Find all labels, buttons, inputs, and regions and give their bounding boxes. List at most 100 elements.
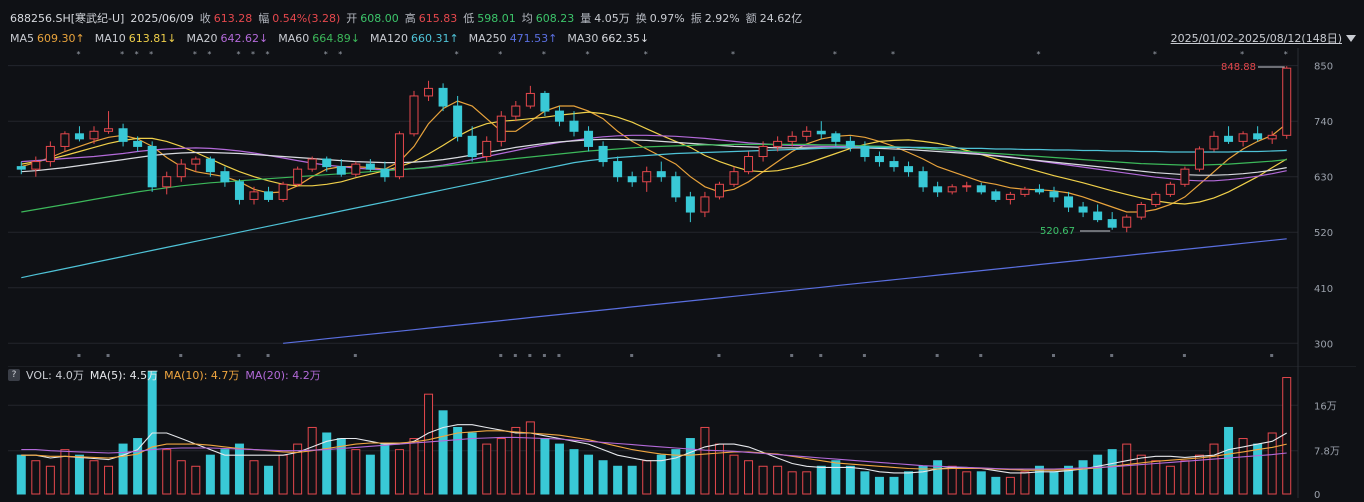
- volume-bar: [511, 426, 521, 495]
- ma250-name: MA250: [468, 31, 507, 45]
- volume-bar: [729, 454, 739, 495]
- candle-body: [758, 145, 768, 158]
- volume-bar: [1209, 443, 1219, 495]
- price-tick-label: 850: [1314, 62, 1333, 73]
- event-marker: [77, 354, 81, 357]
- event-star-icon: *: [338, 50, 342, 59]
- volume-bar: [947, 465, 957, 495]
- volume-bar: [1180, 460, 1190, 495]
- change-value: 0.54%(3.28): [272, 11, 341, 25]
- candle-body: [1224, 135, 1234, 142]
- volume-bar: [307, 426, 317, 495]
- help-icon[interactable]: ?: [8, 369, 20, 381]
- volume-bar: [1122, 443, 1132, 495]
- price-chart[interactable]: * * * * * * * * * * * * * * * * * * * * * * * 850 740 630 520 410 3…: [8, 48, 1356, 366]
- candle-body: [685, 196, 695, 213]
- event-marker: [1052, 354, 1055, 357]
- candle-body: [60, 133, 70, 147]
- ma60-name: MA60: [278, 31, 310, 45]
- candle-body: [394, 133, 404, 178]
- candle-body: [278, 183, 288, 200]
- price-chart-svg[interactable]: * * * * * * * * * * * * * * * * * * * * * * * 850 740 630 520 410 3…: [8, 48, 1356, 366]
- event-star-icon: *: [135, 50, 139, 59]
- candle-body: [816, 130, 826, 135]
- quote-info-bar: 688256.SH[寒武纪-U] 2025/06/09 收 613.28 幅 0.5…: [10, 10, 802, 26]
- volume-tick-label: 7.8万: [1314, 447, 1340, 458]
- candle-body: [656, 171, 666, 178]
- price-tick-label: 410: [1314, 284, 1333, 295]
- candle-body: [380, 168, 390, 178]
- volume-bar: [627, 465, 637, 495]
- candle-body: [991, 191, 1001, 200]
- volume-tick-label: 16万: [1314, 401, 1337, 412]
- volume-tick-label: 0: [1314, 490, 1320, 498]
- candle-body: [933, 186, 943, 193]
- volume-chart-svg[interactable]: 16万 7.8万 0: [8, 365, 1356, 501]
- volume-bar: [351, 449, 361, 495]
- candle-body: [234, 181, 244, 200]
- volume-bar: [467, 432, 477, 495]
- price-tick-label: 520: [1314, 228, 1333, 239]
- volume-bar: [1151, 460, 1161, 495]
- volume-bar: [1253, 443, 1263, 495]
- amount-value: 24.62亿: [759, 12, 803, 25]
- volume-bar: [278, 454, 288, 495]
- candle-body: [74, 133, 84, 140]
- volume-legend: ? VOL: 4.0万 MA(5): 4.5万 MA(10): 4.7万 MA(…: [8, 368, 321, 382]
- event-marker: [528, 354, 532, 357]
- date-range-selector[interactable]: 2025/01/02-2025/08/12(148日): [1171, 30, 1356, 46]
- event-star-icon: *: [498, 50, 502, 59]
- stock-code: 688256.SH[寒武纪-U]: [10, 12, 125, 25]
- dropdown-arrow-icon[interactable]: [1346, 34, 1356, 42]
- volume-bar: [744, 460, 754, 495]
- ma-line-ma120: [21, 146, 1287, 279]
- candle-body: [351, 163, 361, 175]
- candle-body: [162, 176, 172, 188]
- event-star-icon: *: [207, 50, 211, 59]
- ma-line-ma10: [21, 111, 1288, 205]
- high-annotation: 848.88: [1221, 62, 1256, 73]
- event-marker: [819, 354, 823, 357]
- volume-bar: [584, 454, 594, 495]
- candle-body: [176, 163, 186, 178]
- date-range-text[interactable]: 2025/01/02-2025/08/12(148日): [1170, 32, 1342, 45]
- event-marker: [935, 354, 939, 357]
- turnover-value: 0.97%: [649, 11, 685, 25]
- volume-chart[interactable]: 16万 7.8万 0: [8, 365, 1356, 501]
- volume-bar: [787, 471, 797, 495]
- volume-bar: [1267, 432, 1277, 495]
- event-star-icon: *: [1153, 50, 1157, 59]
- event-star-icon: *: [833, 50, 837, 59]
- volume-bar: [831, 460, 841, 495]
- candle-body: [642, 171, 652, 183]
- price-stars: * * * * * * * * * * * * * * * * * * * * * * *: [76, 50, 1288, 357]
- event-star-icon: *: [251, 50, 255, 59]
- volume-bar: [1165, 465, 1175, 495]
- volume-bar: [31, 460, 41, 495]
- event-marker: [542, 354, 546, 357]
- ma-line-ma250: [283, 238, 1287, 344]
- avg-label: 均: [521, 12, 533, 25]
- ma10-value: 613.81↓: [128, 31, 177, 45]
- volume-bar: [758, 465, 768, 495]
- candle-body: [1253, 133, 1263, 140]
- volume-bar: [234, 443, 244, 495]
- amplitude-label: 振: [690, 12, 702, 25]
- ma-line-ma60: [21, 143, 1287, 213]
- volume-bar: [293, 443, 303, 495]
- candle-body: [845, 140, 855, 147]
- ma-line-ma20: [21, 134, 1287, 182]
- event-star-icon: *: [120, 50, 124, 59]
- candle-body: [1107, 219, 1117, 228]
- event-marker: [106, 354, 110, 357]
- event-star-icon: *: [586, 50, 590, 59]
- candle-body: [424, 87, 434, 97]
- volume-grid: [8, 404, 1298, 452]
- event-star-icon: *: [455, 50, 459, 59]
- volume-bar: [991, 476, 1001, 495]
- volume-bar: [220, 449, 230, 495]
- amount-label: 额: [745, 12, 757, 25]
- event-star-icon: *: [149, 50, 153, 59]
- volume-bar: [1064, 465, 1074, 495]
- volume-bar: [438, 410, 448, 495]
